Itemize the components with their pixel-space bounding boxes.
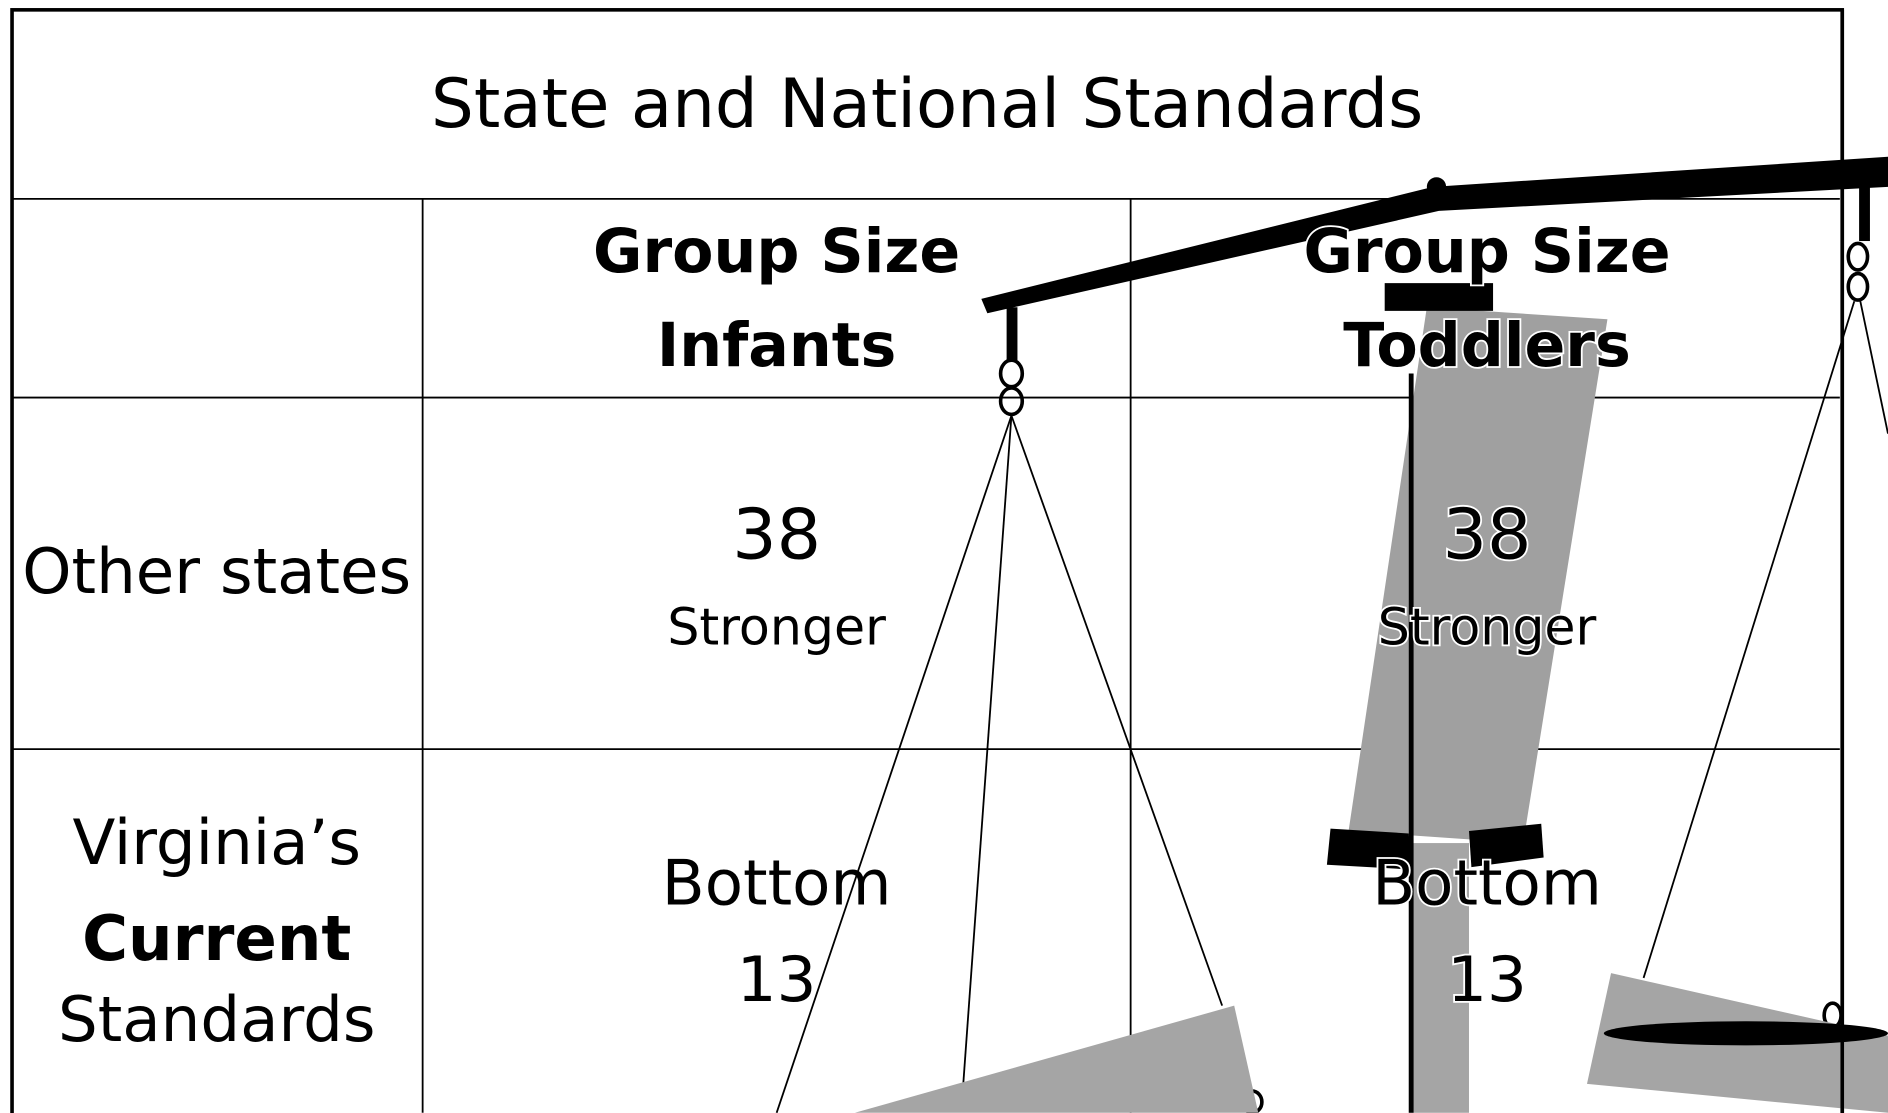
- cell-value: 38: [1443, 495, 1532, 576]
- column-header: Group Size: [593, 217, 960, 287]
- cell-value: 13: [1447, 943, 1527, 1016]
- cell-value: 38: [732, 495, 821, 576]
- column-header: Toddlers: [1343, 311, 1631, 381]
- row-label: Current: [82, 902, 351, 975]
- slide-title: State and National Standards: [431, 64, 1423, 143]
- column-header: Infants: [657, 311, 897, 381]
- row-label: Standards: [58, 983, 375, 1056]
- cell-note: Stronger: [1378, 598, 1597, 657]
- cell-value: 13: [737, 943, 817, 1016]
- row-label: Virginia’s: [72, 806, 361, 879]
- cell-value: Bottom: [1372, 847, 1602, 920]
- column-header: Group Size: [1303, 217, 1670, 287]
- row-label: Other states: [22, 535, 411, 608]
- slide: State and National Standards Group Size …: [0, 0, 1888, 1113]
- page: {"title": "State and National Standards"…: [0, 0, 1888, 1113]
- cell-note: Stronger: [667, 598, 886, 657]
- cell-value: Bottom: [662, 847, 892, 920]
- scale-illustration: [777, 10, 1888, 1113]
